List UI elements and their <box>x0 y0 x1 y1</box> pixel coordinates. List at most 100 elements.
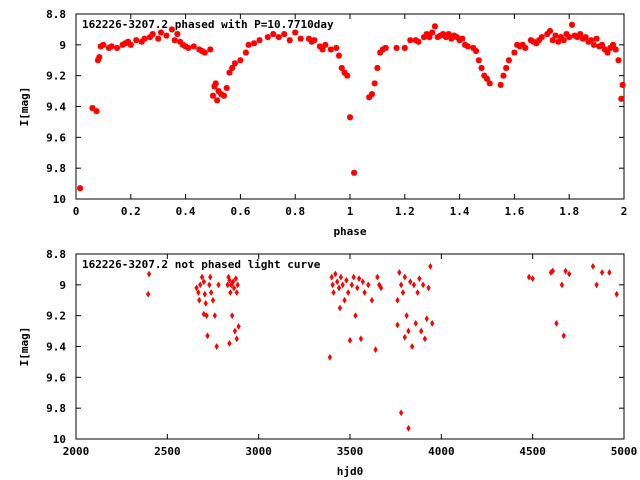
data-point <box>227 276 232 284</box>
data-point <box>225 281 230 289</box>
data-point <box>430 320 435 327</box>
data-point <box>550 267 555 275</box>
data-point <box>406 424 411 432</box>
x-tick-label: 1.2 <box>395 205 415 218</box>
data-point <box>275 34 282 41</box>
data-point <box>411 281 417 289</box>
data-point <box>199 273 205 281</box>
data-point <box>333 270 338 278</box>
x-tick-label: 1 <box>347 205 354 218</box>
y-tick-label: 9.4 <box>46 341 66 354</box>
data-point <box>201 49 208 56</box>
data-point <box>588 37 595 44</box>
data-point <box>505 57 512 64</box>
data-point <box>353 312 358 320</box>
data-point <box>234 289 239 296</box>
data-point <box>211 83 218 90</box>
x-tick-label: 2 <box>621 205 628 218</box>
data-point <box>549 37 556 44</box>
data-point <box>397 269 402 276</box>
data-point <box>555 38 562 45</box>
data-point <box>155 35 162 42</box>
data-point <box>420 281 426 289</box>
data-point <box>567 270 572 278</box>
chart-phased: 0 0.2 0.4 0.6 0.8 1 1.2 1.4 1.6 1.8 2 8.8 9 9.2 9.4 9.6… <box>18 8 627 238</box>
data-point <box>563 267 568 275</box>
data-point <box>371 80 378 87</box>
data-point <box>402 333 407 341</box>
data-point <box>382 44 389 51</box>
data-point <box>89 105 96 112</box>
data-point <box>205 332 210 340</box>
x-tick-label: 0.6 <box>230 205 250 218</box>
data-point <box>344 276 349 284</box>
data-point <box>374 64 381 71</box>
y-tick-label: 9.4 <box>46 101 66 114</box>
data-point <box>212 80 219 87</box>
y-axis-label: I[mag] <box>18 87 31 127</box>
data-point <box>77 185 84 192</box>
data-point <box>194 284 199 292</box>
data-point <box>619 81 626 88</box>
data-point <box>168 26 175 33</box>
data-point <box>292 29 299 36</box>
data-point <box>229 64 236 71</box>
data-point <box>228 289 233 296</box>
data-point <box>145 290 151 298</box>
data-point <box>618 95 625 102</box>
data-point <box>311 37 318 44</box>
data-point <box>560 37 567 44</box>
data-point <box>422 335 428 343</box>
y-tick-label: 9.2 <box>46 310 66 323</box>
data-point <box>336 52 343 59</box>
x-tick-label: 1.8 <box>559 205 579 218</box>
x-tick-label: 0.8 <box>285 205 305 218</box>
data-point <box>349 281 354 289</box>
y-tick-label: 9.6 <box>46 371 66 384</box>
x-tick-label: 2500 <box>154 445 181 458</box>
data-point <box>486 80 493 87</box>
data-point <box>393 44 400 51</box>
data-point <box>329 273 334 281</box>
data-point <box>203 299 208 307</box>
data-point <box>500 72 507 79</box>
x-tick-label: 3500 <box>337 445 364 458</box>
data-point <box>251 40 258 47</box>
data-point <box>415 289 420 296</box>
data-point <box>231 284 237 292</box>
data-point <box>335 278 340 286</box>
data-point <box>157 29 164 36</box>
data-point <box>346 289 351 296</box>
data-point <box>210 296 216 304</box>
data-point <box>208 273 213 281</box>
data-point <box>547 27 554 34</box>
data-point <box>336 284 342 292</box>
data-point <box>96 54 103 61</box>
data-point <box>245 41 252 48</box>
data-point <box>484 75 490 82</box>
data-point <box>242 49 249 56</box>
data-point <box>190 43 197 50</box>
data-point <box>207 46 214 53</box>
data-point <box>230 312 235 320</box>
y-tick-label: 9.8 <box>46 402 66 415</box>
data-point <box>333 44 340 51</box>
data-point <box>404 312 409 320</box>
data-point <box>210 92 216 99</box>
data-point <box>100 41 107 48</box>
data-point <box>375 273 380 281</box>
x-tick-label: 1.6 <box>504 205 524 218</box>
data-point <box>202 290 207 298</box>
data-point <box>356 275 362 283</box>
data-point <box>233 275 238 283</box>
y-tick-label: 9 <box>59 279 66 292</box>
data-point <box>530 275 535 283</box>
data-point <box>351 273 356 281</box>
data-point <box>475 57 482 64</box>
data-point <box>459 35 466 42</box>
data-point <box>227 340 232 347</box>
data-point <box>234 335 239 343</box>
x-tick-label: 4000 <box>428 445 455 458</box>
data-point <box>615 57 622 64</box>
y-tick-label: 8.8 <box>46 248 66 261</box>
